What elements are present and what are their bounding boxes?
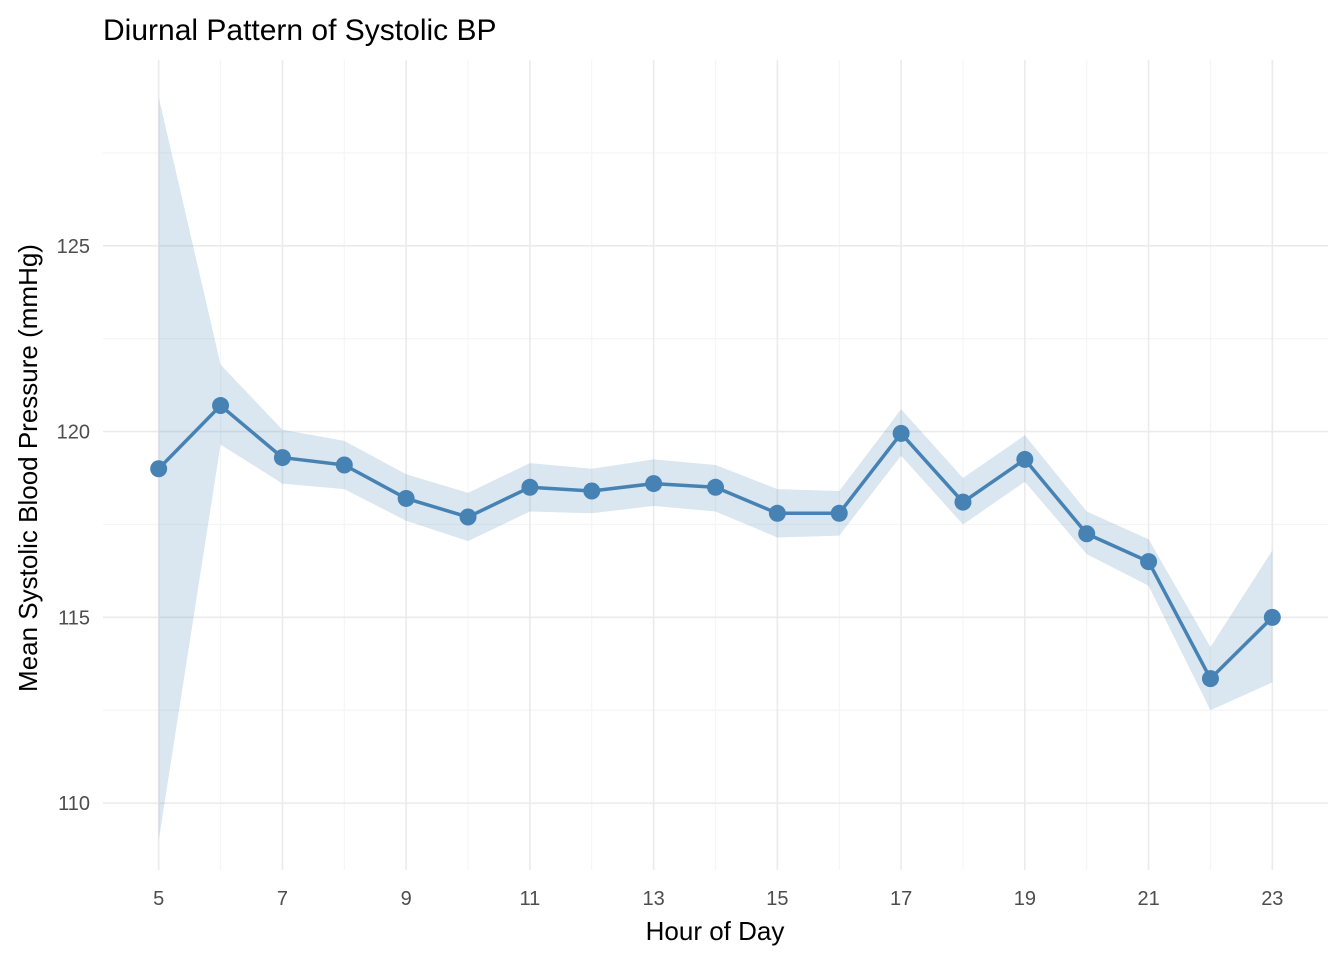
- y-axis-title: Mean Systolic Blood Pressure (mmHg): [13, 244, 43, 692]
- confidence-ribbon: [158, 97, 1273, 841]
- data-point: [1140, 553, 1158, 571]
- confidence-ribbon-layer: [158, 97, 1273, 841]
- tick-labels-layer: 5 7 9 11 13 15 17 19 21 23 110 115 120 125: [57, 236, 1284, 910]
- data-points-layer: [150, 397, 1281, 688]
- x-tick-label: 13: [643, 888, 665, 910]
- data-point: [892, 424, 910, 442]
- x-tick-label: 23: [1261, 888, 1283, 910]
- data-point: [645, 475, 663, 493]
- data-point: [335, 456, 353, 474]
- data-point: [397, 489, 415, 507]
- x-tick-label: 5: [153, 888, 164, 910]
- data-point: [583, 482, 601, 500]
- x-tick-label: 15: [766, 888, 788, 910]
- data-point: [1016, 450, 1034, 468]
- data-point: [150, 460, 168, 478]
- data-point: [459, 508, 477, 526]
- data-point: [954, 493, 972, 511]
- data-point: [212, 397, 230, 415]
- y-tick-label: 110: [58, 793, 90, 815]
- data-point: [1263, 608, 1281, 626]
- y-tick-label: 120: [57, 422, 90, 444]
- x-tick-label: 19: [1014, 888, 1036, 910]
- data-point: [1201, 670, 1219, 688]
- x-tick-label: 17: [890, 888, 912, 910]
- x-tick-label: 21: [1137, 888, 1159, 910]
- x-tick-label: 9: [401, 888, 412, 910]
- x-axis-title: Hour of Day: [646, 916, 785, 946]
- data-point: [1078, 525, 1096, 543]
- data-point: [830, 504, 848, 522]
- data-point: [521, 478, 539, 496]
- data-point: [768, 504, 786, 522]
- y-tick-label: 125: [57, 236, 90, 258]
- data-point: [273, 449, 291, 467]
- x-tick-label: 7: [277, 888, 288, 910]
- data-point: [707, 478, 724, 496]
- chart-title: Diurnal Pattern of Systolic BP: [103, 14, 497, 47]
- x-tick-label: 11: [520, 888, 541, 910]
- y-tick-label: 115: [58, 607, 90, 629]
